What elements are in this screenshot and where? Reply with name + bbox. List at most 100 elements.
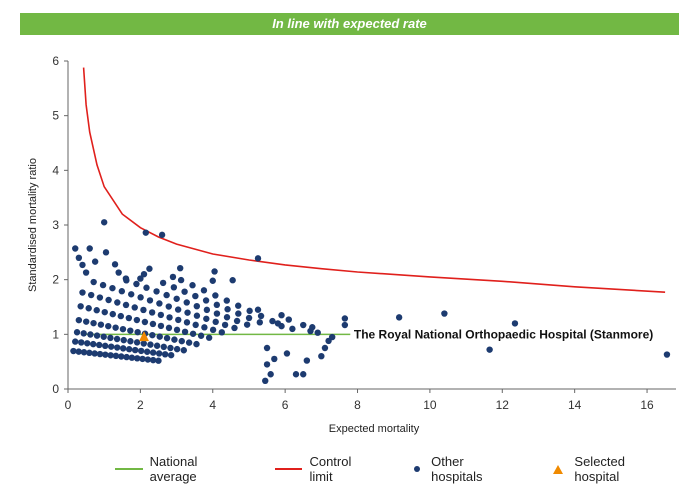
hospital-point: [263, 344, 271, 352]
hospital-point: [209, 326, 217, 334]
hospital-point: [269, 317, 276, 325]
hospital-point: [128, 354, 136, 361]
hospital-point: [93, 332, 101, 339]
hospital-point: [278, 312, 285, 319]
hospital-point: [254, 255, 262, 262]
hospital-point: [131, 304, 138, 311]
hospital-point: [79, 289, 86, 296]
hospital-point: [223, 297, 230, 304]
hospital-point: [192, 321, 199, 329]
hospital-point: [193, 312, 201, 319]
hospital-point: [263, 361, 271, 368]
hospital-point: [144, 356, 152, 363]
hospital-point: [134, 355, 141, 362]
hospital-point: [189, 330, 197, 337]
hospital-point: [143, 348, 151, 355]
hospital-point: [155, 350, 163, 357]
hospital-point: [267, 371, 274, 378]
hospital-point: [395, 314, 403, 321]
x-tick-label: 0: [65, 398, 72, 412]
hospital-point: [155, 357, 162, 364]
hospital-point: [318, 353, 325, 360]
hospital-point: [223, 314, 231, 321]
hospital-point: [193, 302, 201, 310]
hospital-point: [157, 311, 165, 319]
hospital-point: [289, 325, 296, 333]
hospital-point: [86, 349, 93, 357]
hospital-point: [156, 300, 163, 307]
hospital-point: [163, 334, 171, 342]
hospital-point: [224, 306, 231, 313]
hospital-point: [125, 314, 133, 322]
hospital-point: [105, 296, 112, 304]
hospital-point: [181, 328, 189, 336]
hospital-point: [235, 302, 242, 309]
selected-hospital-point: [139, 331, 149, 342]
x-axis-label: Expected mortality: [329, 423, 420, 435]
hospital-point: [303, 357, 311, 364]
x-tick-label: 4: [209, 398, 216, 412]
hospital-point: [167, 351, 175, 359]
chart-marks: The Royal National Orthopaedic Hospital …: [70, 67, 671, 384]
legend-control-limit-swatch: [274, 468, 303, 470]
hospital-point: [113, 335, 121, 343]
hospital-point: [243, 321, 251, 328]
hospital-point: [109, 284, 116, 292]
hospital-point: [205, 334, 213, 341]
hospital-point: [80, 330, 87, 337]
hospital-point: [149, 331, 156, 339]
hospital-point: [300, 371, 307, 378]
hospital-point: [83, 318, 90, 325]
hospital-point: [131, 346, 139, 354]
hospital-point: [341, 321, 349, 329]
hospital-point: [109, 310, 116, 318]
legend-control-limit-label: Control limit: [309, 454, 352, 484]
hospital-point: [511, 320, 519, 327]
hospital-point: [102, 342, 109, 350]
hospital-point: [119, 325, 127, 333]
hospital-point: [193, 340, 200, 348]
x-tick-label: 2: [137, 398, 144, 412]
hospital-point: [137, 347, 145, 355]
x-tick-label: 16: [640, 398, 654, 412]
hospital-point: [113, 344, 121, 351]
hospital-point: [246, 307, 253, 315]
hospital-point: [213, 301, 221, 309]
hospital-point: [221, 321, 229, 329]
hospital-point: [202, 297, 210, 304]
hospital-point: [173, 345, 181, 353]
hospital-point: [163, 291, 170, 299]
hospital-point: [180, 347, 188, 354]
hospital-point: [87, 331, 94, 338]
hospital-point: [213, 310, 221, 317]
hospital-point: [123, 353, 130, 361]
hospital-point: [105, 322, 112, 330]
x-tick-label: 10: [423, 398, 437, 412]
hospital-point: [254, 306, 262, 313]
hospital-point: [112, 324, 119, 331]
hospital-point: [161, 351, 169, 358]
hospital-point: [142, 229, 150, 236]
hospital-point: [235, 310, 242, 317]
y-tick-label: 5: [52, 109, 59, 123]
hospital-point: [173, 295, 180, 302]
hospital-point: [140, 306, 147, 314]
hospital-point: [174, 306, 182, 313]
hospital-point: [133, 339, 141, 346]
hospital-point: [97, 321, 105, 328]
hospital-point: [127, 338, 134, 345]
hospital-point: [107, 352, 114, 359]
hospital-point: [93, 307, 100, 314]
hospital-point: [91, 350, 98, 357]
x-tick-label: 14: [568, 398, 582, 412]
control-limit-line: [82, 67, 666, 293]
hospital-point: [118, 288, 126, 295]
hospital-point: [212, 292, 219, 299]
hospital-point: [78, 339, 85, 346]
hospital-point: [256, 319, 264, 326]
hospital-point: [125, 346, 133, 353]
hospital-point: [341, 315, 349, 322]
hospital-point: [153, 288, 160, 295]
hospital-point: [108, 343, 115, 350]
